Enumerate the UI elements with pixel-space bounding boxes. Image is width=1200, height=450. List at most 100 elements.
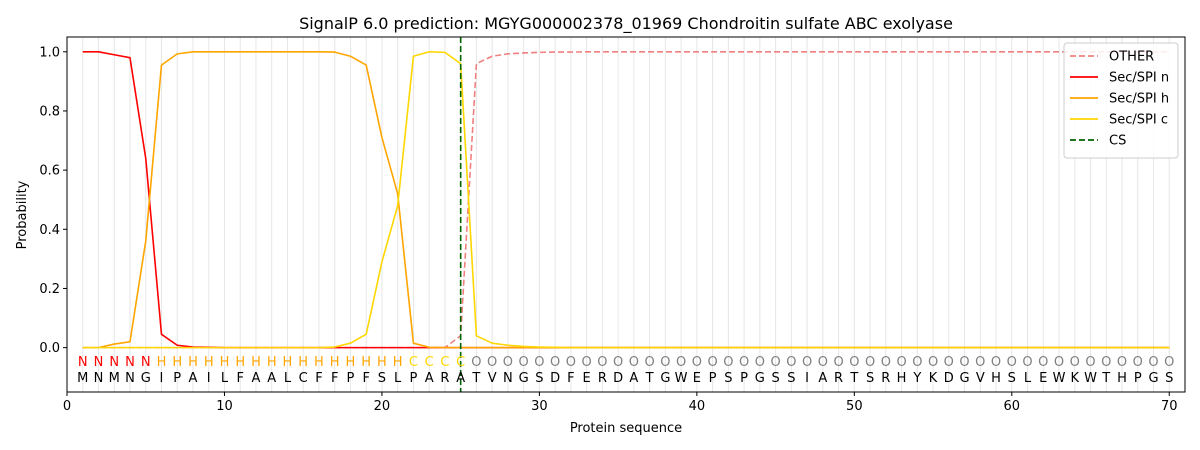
residue-label: G [519,371,529,386]
residue-label: G [660,371,670,386]
region-label: O [833,355,843,370]
region-label: H [267,355,277,370]
region-label: O [613,355,623,370]
residue-label: F [331,371,338,386]
region-label: O [849,355,859,370]
region-label: O [566,355,576,370]
residue-label: N [94,371,104,386]
residue-label: A [425,371,434,386]
residue-label: F [236,371,243,386]
residue-label: W [1053,371,1066,386]
region-label: O [487,355,497,370]
region-label: H [298,355,308,370]
residue-label: P [410,371,418,386]
region-label: H [314,355,324,370]
residue-label: I [160,371,164,386]
residue-label: H [1117,371,1127,386]
legend-label: Sec/SPI h [1109,92,1169,107]
legend-label: CS [1109,134,1126,149]
region-label: O [629,355,639,370]
residue-label: D [944,371,954,386]
region-label: H [220,355,230,370]
y-tick-label: 1.0 [39,45,60,60]
residue-label: V [976,371,985,386]
residue-label: F [567,371,574,386]
y-tick-label: 0.4 [39,223,60,238]
residue-label: P [1134,371,1142,386]
region-label: O [786,355,796,370]
residue-label: F [362,371,369,386]
region-label: H [235,355,245,370]
residue-label: G [1148,371,1158,386]
residue-label: T [849,371,858,386]
residue-label: T [1101,371,1110,386]
region-label: H [330,355,340,370]
series-line-sec-spi-c [82,50,1170,349]
region-label: C [440,355,449,370]
residue-label: R [834,371,843,386]
region-label: O [503,355,513,370]
region-label: O [1085,355,1095,370]
region-label: O [1133,355,1143,370]
residue-label: G [755,371,765,386]
residue-label: S [1008,371,1016,386]
region-label: O [582,355,592,370]
residue-label: T [645,371,654,386]
residue-label: D [613,371,623,386]
residue-label: Y [912,371,921,386]
residue-label: K [929,371,938,386]
region-label: N [109,355,119,370]
residue-label: A [252,371,261,386]
residue-label: I [207,371,211,386]
residue-label: P [709,371,717,386]
residue-label: R [881,371,890,386]
residue-label: S [724,371,732,386]
x-tick-label: 60 [1004,399,1021,414]
region-label: O [896,355,906,370]
residue-label: L [394,371,402,386]
region-label: O [1148,355,1158,370]
region-label: O [739,355,749,370]
residue-label: C [299,371,308,386]
residue-label: P [173,371,181,386]
region-label: O [692,355,702,370]
residue-label: T [471,371,480,386]
region-label: O [975,355,985,370]
region-label: H [251,355,261,370]
residue-label: P [347,371,355,386]
residue-label: L [221,371,229,386]
residue-label: L [1024,371,1032,386]
plot-frame [66,36,1186,393]
region-label: H [157,355,167,370]
region-label: O [597,355,607,370]
residue-label: M [77,371,88,386]
residue-label: A [267,371,276,386]
residue-label: W [675,371,688,386]
legend-label: Sec/SPI c [1109,113,1168,128]
region-label: N [125,355,135,370]
region-label: O [1022,355,1032,370]
region-label: O [660,355,670,370]
region-label: O [755,355,765,370]
region-label: C [409,355,418,370]
region-label: O [1070,355,1080,370]
region-label: O [802,355,812,370]
region-label: O [471,355,481,370]
residue-label: E [693,371,701,386]
chart-title: SignalP 6.0 prediction: MGYG000002378_01… [299,14,953,34]
residue-label: S [535,371,543,386]
y-tick-label: 0.2 [39,282,60,297]
residue-label: A [189,371,198,386]
region-label: O [770,355,780,370]
y-axis-title: Probability [15,180,30,249]
residue-label: S [771,371,779,386]
series-line-other [82,50,1170,349]
residue-label: I [805,371,809,386]
region-label: O [881,355,891,370]
region-label: N [141,355,151,370]
residue-label: W [1084,371,1097,386]
residue-label: S [378,371,386,386]
series-line-sec-spi-n [82,50,1170,349]
y-tick-label: 0.0 [39,341,60,356]
residue-label: S [866,371,874,386]
